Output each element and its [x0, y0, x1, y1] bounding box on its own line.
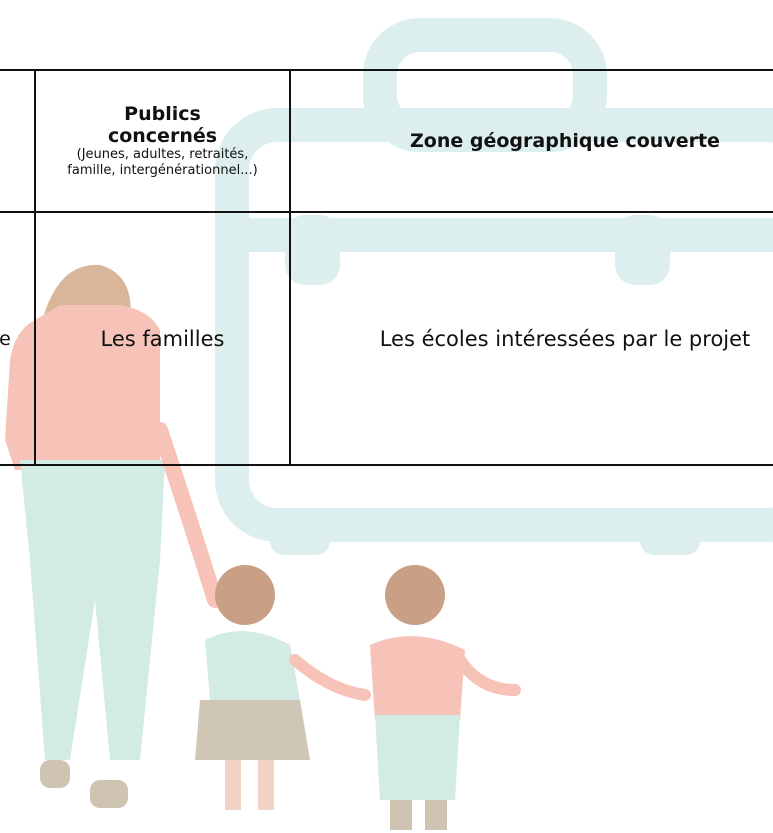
- header-title: Publics concernés: [107, 103, 218, 147]
- table-border: [0, 211, 773, 213]
- header-title: Zone géographique couverte: [410, 130, 720, 152]
- table-cell: e: [0, 213, 50, 464]
- cell-text: Les familles: [100, 326, 225, 351]
- header-cell: Publics concernés (Jeunes, adultes, retr…: [36, 71, 289, 211]
- table-cell: Les familles: [36, 213, 289, 464]
- table-border: [0, 69, 773, 71]
- header-subtitle: (Jeunes, adultes, retraités, famille, in…: [67, 147, 258, 178]
- table-cell: Les écoles intéressées par le projet: [291, 213, 773, 464]
- table-border: [34, 70, 36, 466]
- cell-text: Les écoles intéressées par le projet: [379, 326, 751, 351]
- table-border: [0, 464, 773, 466]
- header-cell: Zone géographique couverte: [291, 71, 773, 211]
- cell-text: e: [0, 327, 11, 350]
- table-border: [289, 70, 291, 466]
